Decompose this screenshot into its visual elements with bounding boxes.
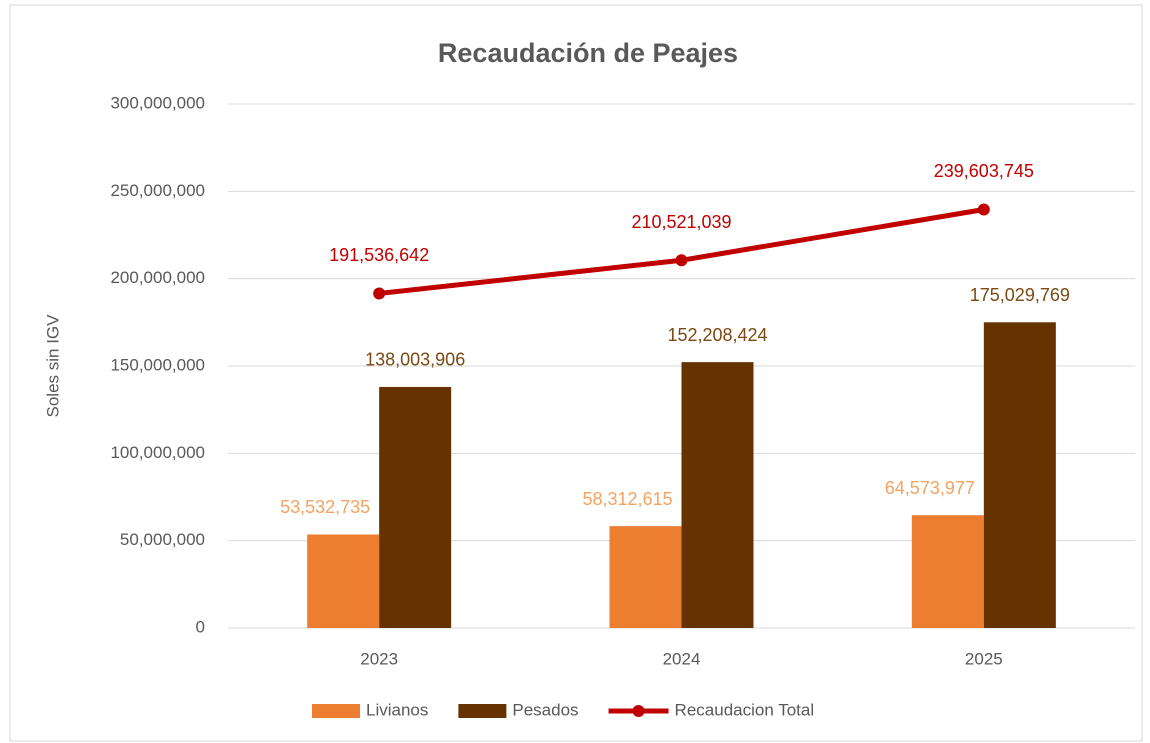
legend-label: Pesados (512, 700, 578, 719)
legend-swatch (632, 705, 645, 717)
y-axis-label: Soles sin IGV (43, 314, 62, 418)
data-label: 152,208,424 (667, 325, 767, 345)
y-tick-label: 100,000,000 (110, 443, 205, 462)
line-point (373, 287, 386, 300)
bar (307, 534, 380, 628)
y-tick-label: 200,000,000 (110, 268, 205, 287)
y-tick-label: 50,000,000 (120, 530, 205, 549)
legend-swatch (458, 704, 507, 718)
legend-label: Livianos (366, 700, 428, 719)
data-label: 191,536,642 (329, 245, 429, 265)
bar (379, 386, 452, 628)
data-label: 58,312,615 (582, 489, 672, 509)
legend-swatch (312, 704, 360, 718)
data-label: 239,603,745 (934, 161, 1034, 181)
data-label: 210,521,039 (631, 212, 731, 232)
x-tick-label: 2023 (360, 649, 398, 668)
legend-label: Recaudacion Total (675, 700, 815, 719)
data-label: 175,029,769 (970, 285, 1070, 305)
y-tick-label: 0 (196, 617, 205, 636)
y-tick-label: 300,000,000 (110, 93, 205, 112)
bar (911, 515, 984, 628)
x-tick-label: 2025 (965, 649, 1003, 668)
data-label: 53,532,735 (280, 497, 370, 517)
bar (983, 322, 1056, 628)
line-point (977, 203, 990, 216)
bar (681, 362, 754, 628)
data-label: 64,573,977 (885, 478, 975, 498)
y-tick-label: 150,000,000 (110, 355, 205, 374)
chart-title: Recaudación de Peajes (438, 38, 738, 68)
x-tick-label: 2024 (663, 649, 701, 668)
line-point (675, 254, 688, 267)
data-label: 138,003,906 (365, 350, 465, 370)
y-tick-label: 250,000,000 (110, 181, 205, 200)
bar (609, 526, 682, 628)
